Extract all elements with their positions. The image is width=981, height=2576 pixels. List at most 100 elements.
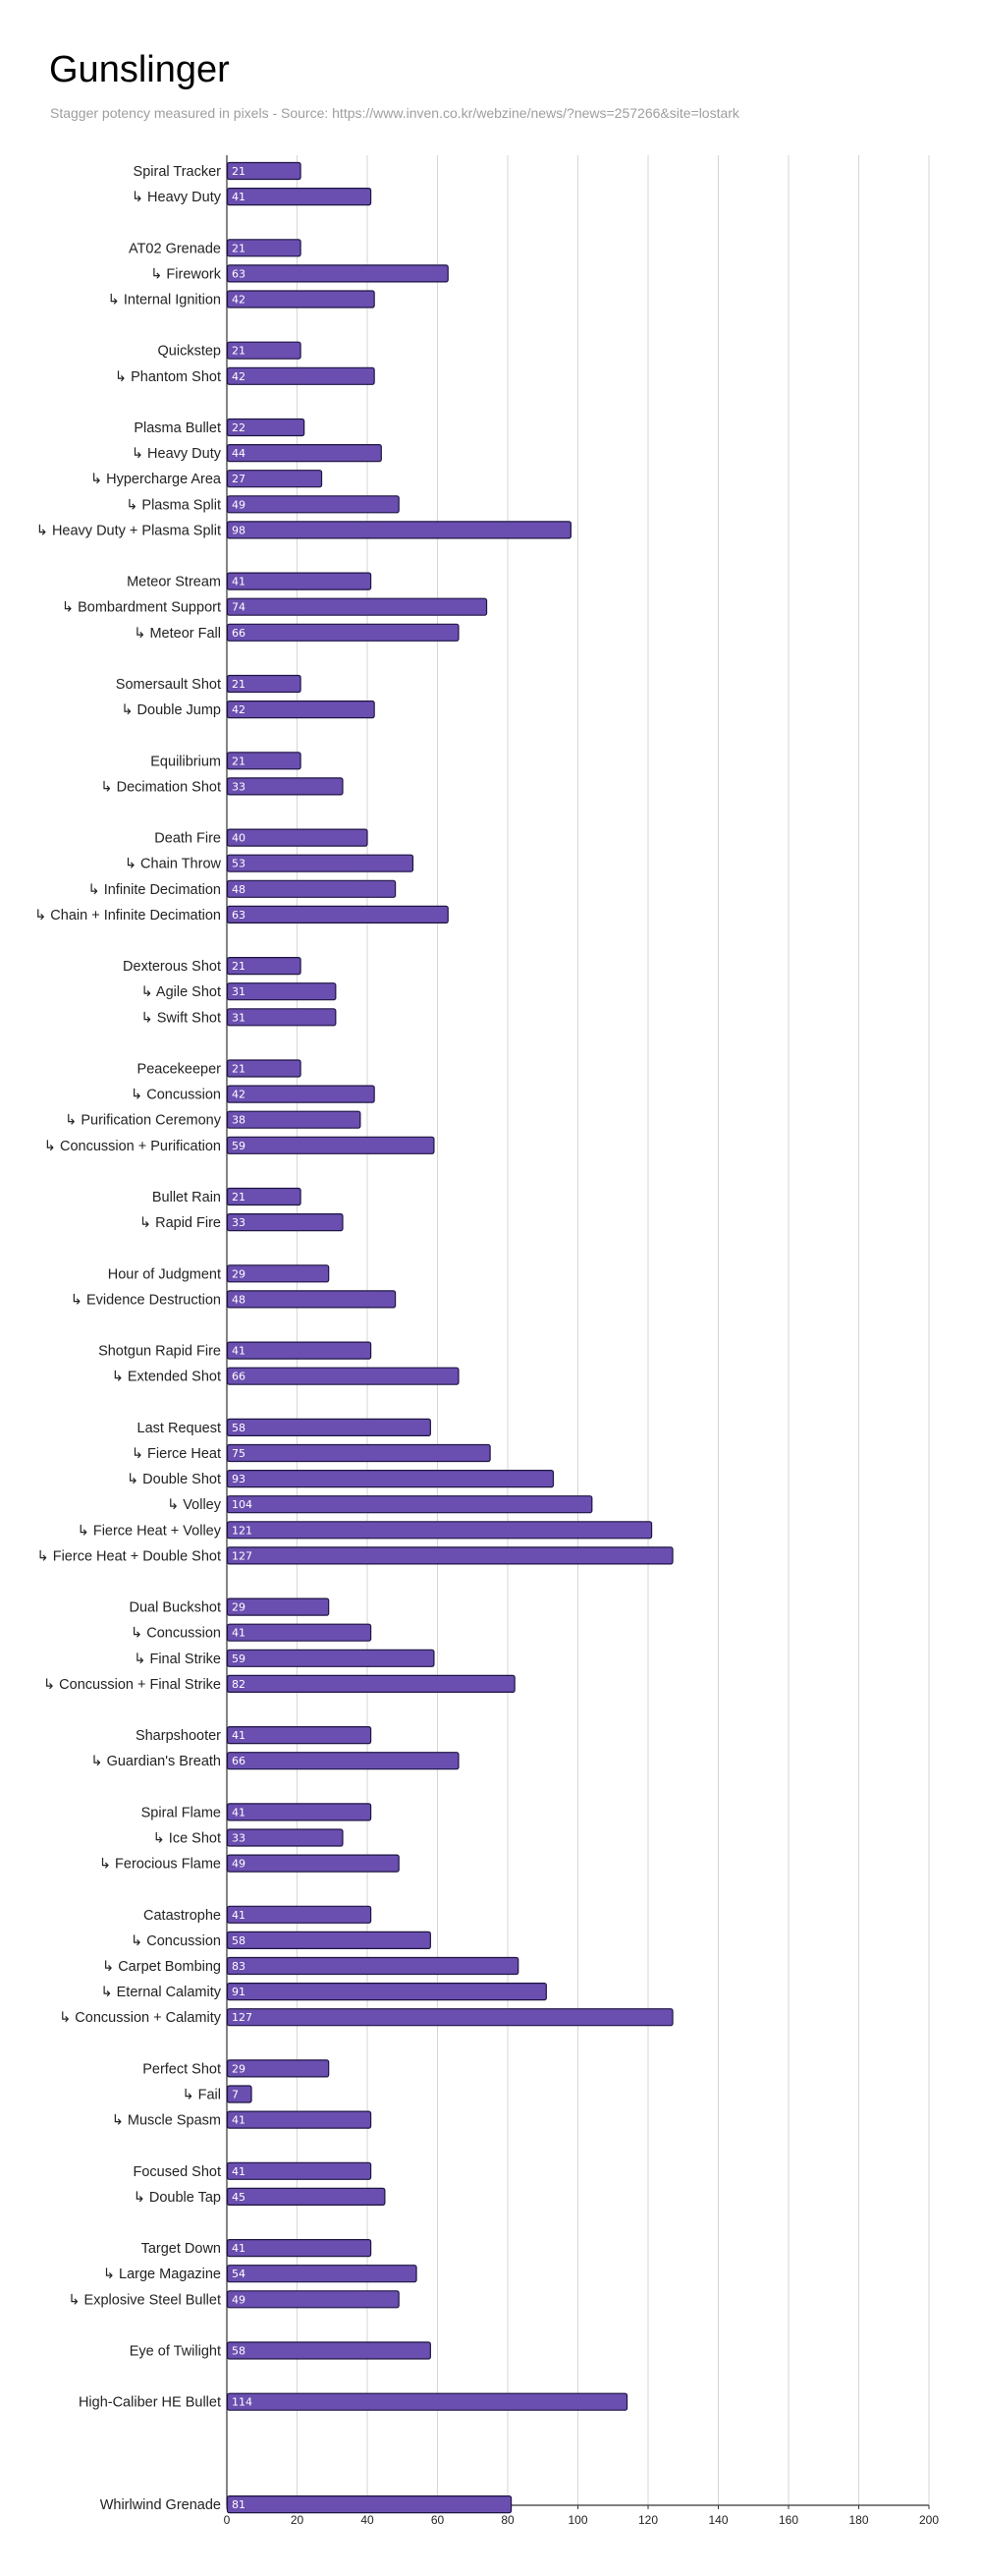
category-label: Target Down: [141, 2241, 221, 2257]
bar: [226, 1597, 330, 1616]
bar: [226, 1828, 344, 1847]
x-tick-label: 180: [848, 2513, 868, 2527]
category-label: ↳ Final Strike: [134, 1652, 221, 1667]
bar-value-label: 33: [232, 1216, 245, 1229]
category-label: Spiral Flame: [141, 1805, 221, 1820]
bar: [226, 879, 397, 898]
bar-value-label: 121: [232, 1524, 252, 1537]
bar: [226, 1931, 431, 1950]
bar-value-label: 21: [232, 165, 245, 178]
bar-value-label: 41: [232, 1806, 245, 1819]
category-label: Equilibrium: [150, 754, 221, 769]
bar: [226, 2110, 372, 2129]
category-label: Shotgun Rapid Fire: [98, 1344, 221, 1360]
bar: [226, 752, 301, 770]
category-label: ↳ Fierce Heat: [132, 1446, 221, 1462]
bar-value-label: 44: [232, 447, 245, 460]
category-label: Meteor Stream: [127, 575, 221, 590]
category-label: ↳ Double Shot: [127, 1472, 221, 1487]
bar-value-label: 21: [232, 755, 245, 767]
bar-value-label: 83: [232, 1960, 245, 1973]
bar-value-label: 42: [232, 294, 245, 307]
bar: [226, 495, 400, 514]
category-label: High-Caliber HE Bullet: [79, 2395, 221, 2411]
category-label: Spiral Tracker: [134, 164, 222, 180]
bar: [226, 1956, 519, 1976]
x-tick-label: 120: [638, 2513, 658, 2527]
bar: [226, 1443, 491, 1463]
bar-value-label: 104: [232, 1498, 252, 1511]
bar: [226, 777, 344, 796]
bar-value-label: 53: [232, 858, 245, 870]
category-label: Hour of Judgment: [108, 1266, 221, 1282]
bar-value-label: 127: [232, 1549, 252, 1562]
bar: [226, 2059, 330, 2078]
x-tick-label: 160: [779, 2513, 798, 2527]
category-label: Eye of Twilight: [130, 2344, 221, 2360]
category-label: ↳ Evidence Destruction: [71, 1292, 221, 1308]
category-label: ↳ Phantom Shot: [115, 369, 221, 385]
bar: [226, 2290, 400, 2309]
category-label: Focused Shot: [134, 2164, 221, 2180]
category-label: ↳ Agile Shot: [141, 984, 221, 1000]
category-label: ↳ Heavy Duty + Plasma Split: [36, 523, 221, 538]
bar: [226, 264, 449, 283]
bar-value-label: 33: [232, 780, 245, 793]
category-label: ↳ Concussion: [131, 1088, 221, 1103]
bar: [226, 1085, 375, 1103]
category-label: ↳ Eternal Calamity: [100, 1985, 221, 2000]
bar: [226, 239, 301, 257]
category-label: ↳ Bombardment Support: [62, 600, 221, 616]
bar-value-label: 63: [232, 909, 245, 922]
bar: [226, 1803, 372, 1821]
bar: [226, 1674, 516, 1694]
bar: [226, 1521, 653, 1540]
category-label: ↳ Infinite Decimation: [88, 882, 221, 898]
bar: [226, 444, 382, 463]
bar-value-label: 41: [232, 2242, 245, 2255]
bar-value-label: 21: [232, 242, 245, 254]
bar-value-label: 42: [232, 1089, 245, 1101]
category-label: ↳ Volley: [167, 1497, 222, 1513]
category-label: ↳ Explosive Steel Bullet: [68, 2292, 221, 2308]
bar-value-label: 93: [232, 1473, 245, 1485]
category-label: Dual Buckshot: [130, 1600, 222, 1616]
bar-value-label: 45: [232, 2191, 245, 2204]
bar: [226, 854, 414, 872]
bar: [226, 2341, 431, 2360]
bar-value-label: 91: [232, 1986, 245, 1998]
bar: [226, 597, 488, 616]
bar-value-label: 21: [232, 960, 245, 973]
category-label: Plasma Bullet: [134, 420, 221, 436]
bar: [226, 1495, 593, 1514]
bar: [226, 470, 323, 488]
category-label: ↳ Decimation Shot: [100, 779, 221, 795]
bar-value-label: 59: [232, 1140, 245, 1152]
bar-value-label: 59: [232, 1652, 245, 1665]
category-label: ↳ Swift Shot: [141, 1010, 221, 1026]
category-label: Dexterous Shot: [123, 959, 221, 975]
bar: [226, 2392, 628, 2411]
category-label: AT02 Grenade: [129, 241, 221, 256]
bar-value-label: 29: [232, 2062, 245, 2075]
bar: [226, 1008, 337, 1027]
bar-value-label: 21: [232, 678, 245, 691]
category-label: ↳ Concussion: [131, 1626, 221, 1642]
bar-value-label: 49: [232, 1858, 245, 1871]
category-label: ↳ Ferocious Flame: [99, 1857, 221, 1873]
category-label: ↳ Concussion + Calamity: [59, 2010, 222, 2026]
category-label: ↳ Double Tap: [134, 2190, 221, 2206]
bar: [226, 341, 301, 360]
category-label: ↳ Chain Throw: [125, 857, 222, 872]
bar: [226, 674, 301, 694]
bar-value-label: 41: [232, 1345, 245, 1358]
category-label: Sharpshooter: [136, 1728, 221, 1744]
category-label: ↳ Double Jump: [121, 702, 221, 718]
bar: [226, 2495, 513, 2514]
bar: [226, 1367, 460, 1385]
x-tick-label: 40: [360, 2513, 374, 2527]
bar: [226, 1725, 372, 1745]
chart-subtitle: Stagger potency measured in pixels - Sou…: [50, 105, 739, 121]
bar: [226, 290, 375, 308]
